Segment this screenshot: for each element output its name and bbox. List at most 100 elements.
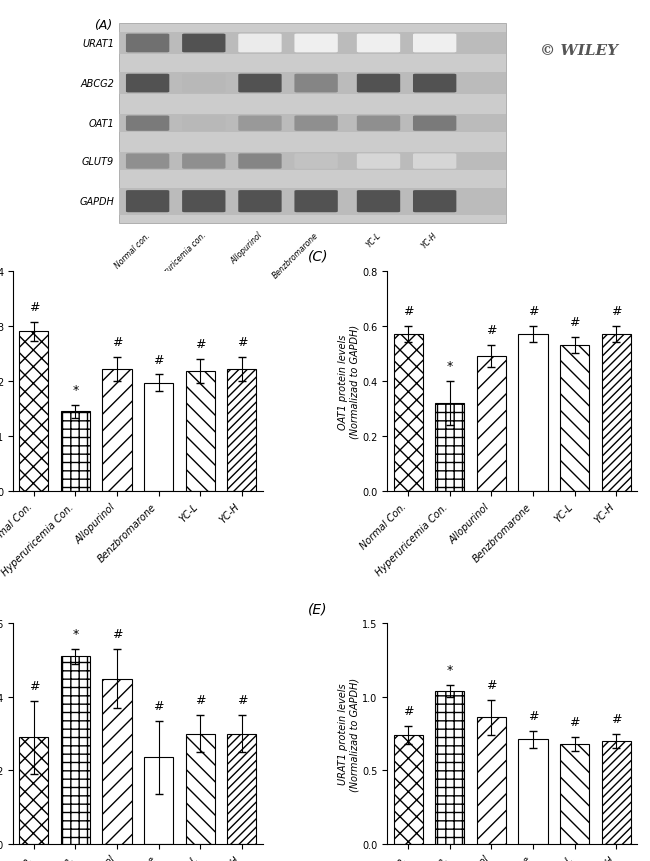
FancyBboxPatch shape bbox=[126, 34, 169, 53]
Bar bbox=[20, 737, 48, 844]
FancyBboxPatch shape bbox=[357, 154, 400, 170]
Text: #: # bbox=[486, 678, 497, 691]
Text: © WILEY: © WILEY bbox=[540, 44, 618, 58]
FancyBboxPatch shape bbox=[294, 116, 338, 132]
FancyBboxPatch shape bbox=[182, 154, 226, 170]
Bar bbox=[186, 734, 214, 844]
Text: OAT1: OAT1 bbox=[88, 119, 114, 129]
Bar bbox=[103, 678, 131, 844]
FancyBboxPatch shape bbox=[294, 34, 338, 53]
FancyBboxPatch shape bbox=[239, 116, 281, 132]
Bar bbox=[119, 153, 506, 170]
FancyBboxPatch shape bbox=[413, 34, 456, 53]
Text: #: # bbox=[403, 305, 413, 318]
Text: #: # bbox=[112, 628, 122, 641]
Bar bbox=[186, 372, 214, 492]
FancyBboxPatch shape bbox=[413, 75, 456, 93]
Text: #: # bbox=[611, 305, 621, 318]
FancyBboxPatch shape bbox=[294, 191, 338, 213]
Text: Benzbromarone: Benzbromarone bbox=[271, 231, 320, 280]
FancyBboxPatch shape bbox=[413, 154, 456, 170]
Text: (A): (A) bbox=[94, 20, 112, 33]
FancyBboxPatch shape bbox=[239, 75, 281, 93]
Text: #: # bbox=[29, 679, 39, 692]
FancyBboxPatch shape bbox=[182, 116, 226, 132]
Text: #: # bbox=[237, 694, 247, 707]
Text: YC-L: YC-L bbox=[365, 231, 383, 249]
FancyBboxPatch shape bbox=[239, 191, 281, 213]
Text: #: # bbox=[569, 715, 580, 728]
Text: #: # bbox=[29, 300, 39, 313]
Text: (E): (E) bbox=[307, 602, 327, 616]
Text: GAPDH: GAPDH bbox=[79, 197, 114, 207]
Text: #: # bbox=[486, 324, 497, 337]
Text: *: * bbox=[72, 628, 79, 641]
Text: Normal con.: Normal con. bbox=[113, 231, 152, 269]
FancyBboxPatch shape bbox=[357, 75, 400, 93]
FancyBboxPatch shape bbox=[357, 34, 400, 53]
Bar bbox=[61, 412, 90, 492]
Bar bbox=[144, 758, 173, 844]
Text: #: # bbox=[112, 336, 122, 349]
Bar bbox=[144, 383, 173, 492]
Bar bbox=[477, 717, 506, 844]
Text: #: # bbox=[153, 699, 164, 712]
Bar bbox=[436, 691, 464, 844]
Bar bbox=[103, 369, 131, 492]
FancyBboxPatch shape bbox=[126, 191, 169, 213]
Text: #: # bbox=[528, 305, 538, 318]
FancyBboxPatch shape bbox=[182, 75, 226, 93]
FancyBboxPatch shape bbox=[239, 34, 281, 53]
Text: #: # bbox=[611, 712, 621, 725]
FancyBboxPatch shape bbox=[126, 116, 169, 132]
Text: Allopurinol: Allopurinol bbox=[229, 231, 264, 266]
Y-axis label: OAT1 protein levels
(Normalizad to GAPDH): OAT1 protein levels (Normalizad to GAPDH… bbox=[338, 325, 359, 438]
Text: #: # bbox=[403, 704, 413, 717]
Bar bbox=[394, 735, 422, 844]
Text: *: * bbox=[447, 360, 453, 373]
Bar bbox=[227, 734, 256, 844]
Bar bbox=[119, 33, 506, 55]
Text: #: # bbox=[195, 694, 205, 707]
Text: #: # bbox=[569, 316, 580, 329]
Bar bbox=[119, 189, 506, 215]
Y-axis label: URAT1 protein levels
(Normalizad to GAPDH): URAT1 protein levels (Normalizad to GAPD… bbox=[338, 677, 359, 790]
Bar bbox=[519, 740, 547, 844]
FancyBboxPatch shape bbox=[413, 116, 456, 132]
Bar bbox=[560, 744, 589, 844]
Text: #: # bbox=[153, 353, 164, 366]
Bar bbox=[20, 332, 48, 492]
Bar bbox=[61, 657, 90, 844]
FancyBboxPatch shape bbox=[294, 75, 338, 93]
Text: *: * bbox=[72, 383, 79, 396]
Bar bbox=[519, 335, 547, 492]
FancyBboxPatch shape bbox=[357, 116, 400, 132]
Bar bbox=[602, 335, 630, 492]
FancyBboxPatch shape bbox=[182, 34, 226, 53]
Bar bbox=[227, 369, 256, 492]
FancyBboxPatch shape bbox=[294, 154, 338, 170]
Bar bbox=[119, 73, 506, 95]
Bar bbox=[477, 356, 506, 492]
Text: GLUT9: GLUT9 bbox=[82, 157, 114, 167]
Text: *: * bbox=[447, 664, 453, 677]
Text: #: # bbox=[237, 336, 247, 349]
Bar bbox=[560, 346, 589, 492]
Text: URAT1: URAT1 bbox=[82, 39, 114, 49]
Bar bbox=[119, 115, 506, 133]
Text: ABCG2: ABCG2 bbox=[80, 79, 114, 89]
FancyBboxPatch shape bbox=[413, 191, 456, 213]
Text: #: # bbox=[528, 709, 538, 722]
Text: #: # bbox=[195, 338, 205, 350]
Bar bbox=[436, 404, 464, 492]
Text: Hyperuricemia con.: Hyperuricemia con. bbox=[149, 231, 208, 290]
Bar bbox=[602, 741, 630, 844]
Bar bbox=[394, 335, 422, 492]
FancyBboxPatch shape bbox=[357, 191, 400, 213]
FancyBboxPatch shape bbox=[239, 154, 281, 170]
FancyBboxPatch shape bbox=[182, 191, 226, 213]
Bar bbox=[119, 24, 506, 224]
Text: (C): (C) bbox=[307, 250, 328, 263]
Text: YC-H: YC-H bbox=[419, 231, 439, 251]
FancyBboxPatch shape bbox=[126, 154, 169, 170]
